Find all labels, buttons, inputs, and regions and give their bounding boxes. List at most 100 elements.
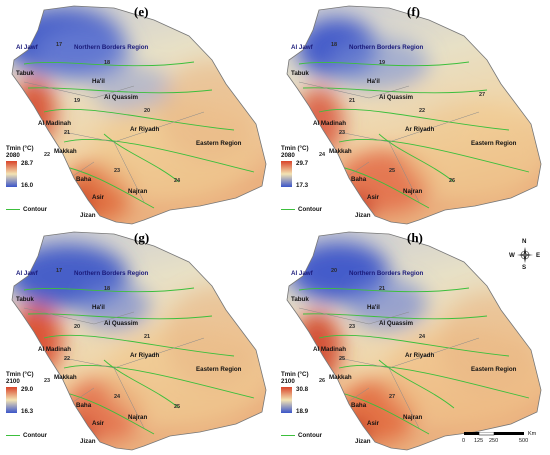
contour-line-0 [298, 61, 470, 67]
temperature-field-1 [347, 278, 427, 330]
region-label-ar-riyadh: Ar Riyadh [130, 126, 160, 133]
legend-min: 16.0 [21, 182, 34, 189]
region-boundary-0 [23, 81, 135, 99]
region-label-al-jawf: Al Jawf [291, 270, 313, 277]
contour-value-label: 26 [449, 178, 456, 184]
legend-max: 29.0 [21, 386, 34, 393]
country-outline [286, 231, 542, 451]
contour-value-label: 22 [44, 152, 51, 158]
region-label-al-quassim: Al Quassim [379, 94, 414, 101]
contour-line-5 [378, 133, 455, 183]
region-label-tabuk: Tabuk [16, 70, 34, 77]
legend-min: 16.3 [21, 408, 34, 415]
legend-contour: Contour [6, 432, 47, 439]
contour-value-label: 22 [419, 108, 426, 114]
region-label-eastern: Eastern Region [471, 366, 517, 373]
contour-line-swatch-icon [281, 434, 295, 436]
contour-line-5 [103, 133, 180, 183]
contour-line-swatch-icon [6, 208, 20, 210]
contour-line-3 [63, 364, 255, 399]
region-label-al-quassim: Al Quassim [104, 320, 139, 327]
contour-value-label: 21 [64, 130, 71, 136]
temperature-field-7 [159, 62, 259, 162]
contour-value-label: 21 [349, 98, 356, 104]
region-boundary-0 [23, 307, 135, 325]
region-label-najran: Najran [403, 188, 423, 195]
region-label-jizan: Jizan [355, 212, 371, 219]
contour-value-label: 20 [331, 268, 338, 274]
panel-title: (f) [407, 4, 420, 19]
legend-title: Tmin (°C) [6, 145, 34, 152]
panel-f: (f) Al Jawf Northern Borders Region Tabuk Ha… [279, 2, 547, 225]
region-label-al-jawf: Al Jawf [16, 44, 38, 51]
contour-value-label: 20 [144, 108, 151, 114]
region-label-ar-riyadh: Ar Riyadh [405, 126, 435, 133]
compass-s: S [522, 264, 527, 271]
legend-min: 18.9 [296, 408, 309, 415]
region-label-jizan: Jizan [355, 438, 371, 445]
contour-line-2 [43, 334, 235, 357]
region-label-hail: Ha'il [367, 304, 380, 311]
panel-g: (g) Al Jawf Northern Borders Region Tabuk Ha… [4, 228, 272, 451]
legend-color-ramp [281, 387, 292, 413]
temperature-field-6 [404, 102, 541, 202]
map-canvas [286, 231, 542, 451]
contour-value-label: 25 [339, 356, 346, 362]
region-label-northern-borders: Northern Borders Region [74, 270, 149, 277]
contour-line-swatch-icon [281, 208, 295, 210]
region-label-tabuk: Tabuk [16, 296, 34, 303]
contour-line-1 [302, 87, 488, 94]
legend-title: Tmin (°C) [281, 145, 309, 152]
contour-line-2 [318, 334, 510, 357]
contour-value-label: 25 [174, 404, 181, 410]
legend-contour-label: Contour [298, 206, 323, 213]
contour-value-label: 25 [389, 168, 396, 174]
compass-e: E [536, 252, 541, 259]
region-label-asir: Asir [367, 194, 380, 201]
contour-value-label: 26 [319, 378, 326, 384]
region-boundary-2 [113, 111, 205, 143]
region-label-jizan: Jizan [80, 212, 96, 219]
region-boundary-0 [298, 307, 410, 325]
region-boundary-0 [298, 81, 410, 99]
panel-title: (h) [407, 230, 423, 245]
region-label-asir: Asir [367, 420, 380, 427]
region-label-eastern: Eastern Region [196, 140, 242, 147]
region-label-al-jawf: Al Jawf [291, 44, 313, 51]
panel-e: (e) Al Jawf Northern Borders Region Tabuk Ha… [4, 2, 272, 225]
region-label-hail: Ha'il [367, 78, 380, 85]
region-label-baha: Baha [76, 176, 92, 183]
region-label-al-quassim: Al Quassim [379, 320, 414, 327]
contour-value-label: 23 [349, 324, 356, 330]
legend-contour: Contour [281, 206, 322, 213]
region-label-makkah: Makkah [54, 374, 77, 381]
legend-contour-label: Contour [23, 432, 48, 439]
contour-line-2 [318, 108, 510, 131]
legend-contour-label: Contour [23, 206, 48, 213]
region-boundary-2 [388, 111, 480, 143]
contour-value-label: 22 [64, 356, 71, 362]
region-label-ar-riyadh: Ar Riyadh [405, 352, 435, 359]
country-outline [286, 5, 542, 225]
region-label-jizan: Jizan [80, 438, 96, 445]
legend-year: 2100 [281, 378, 295, 385]
contour-value-label: 23 [44, 378, 51, 384]
region-boundary-2 [388, 337, 480, 369]
contour-line-swatch-icon [6, 434, 20, 436]
contour-value-label: 24 [419, 334, 426, 340]
contour-value-label: 17 [56, 268, 63, 274]
region-label-najran: Najran [128, 414, 148, 421]
region-boundary-2 [113, 337, 205, 369]
temperature-field-1 [36, 26, 132, 82]
north-arrow-icon [517, 247, 533, 263]
contour-value-label: 21 [379, 286, 386, 292]
temperature-field-2 [94, 66, 174, 114]
legend-contour: Contour [6, 206, 47, 213]
country-outline [11, 5, 267, 225]
legend-year: 2080 [281, 152, 295, 159]
region-label-hail: Ha'il [92, 78, 105, 85]
compass-n: N [522, 238, 527, 245]
country-outline [11, 231, 267, 451]
contour-line-3 [338, 364, 530, 399]
region-label-ar-riyadh: Ar Riyadh [130, 352, 160, 359]
